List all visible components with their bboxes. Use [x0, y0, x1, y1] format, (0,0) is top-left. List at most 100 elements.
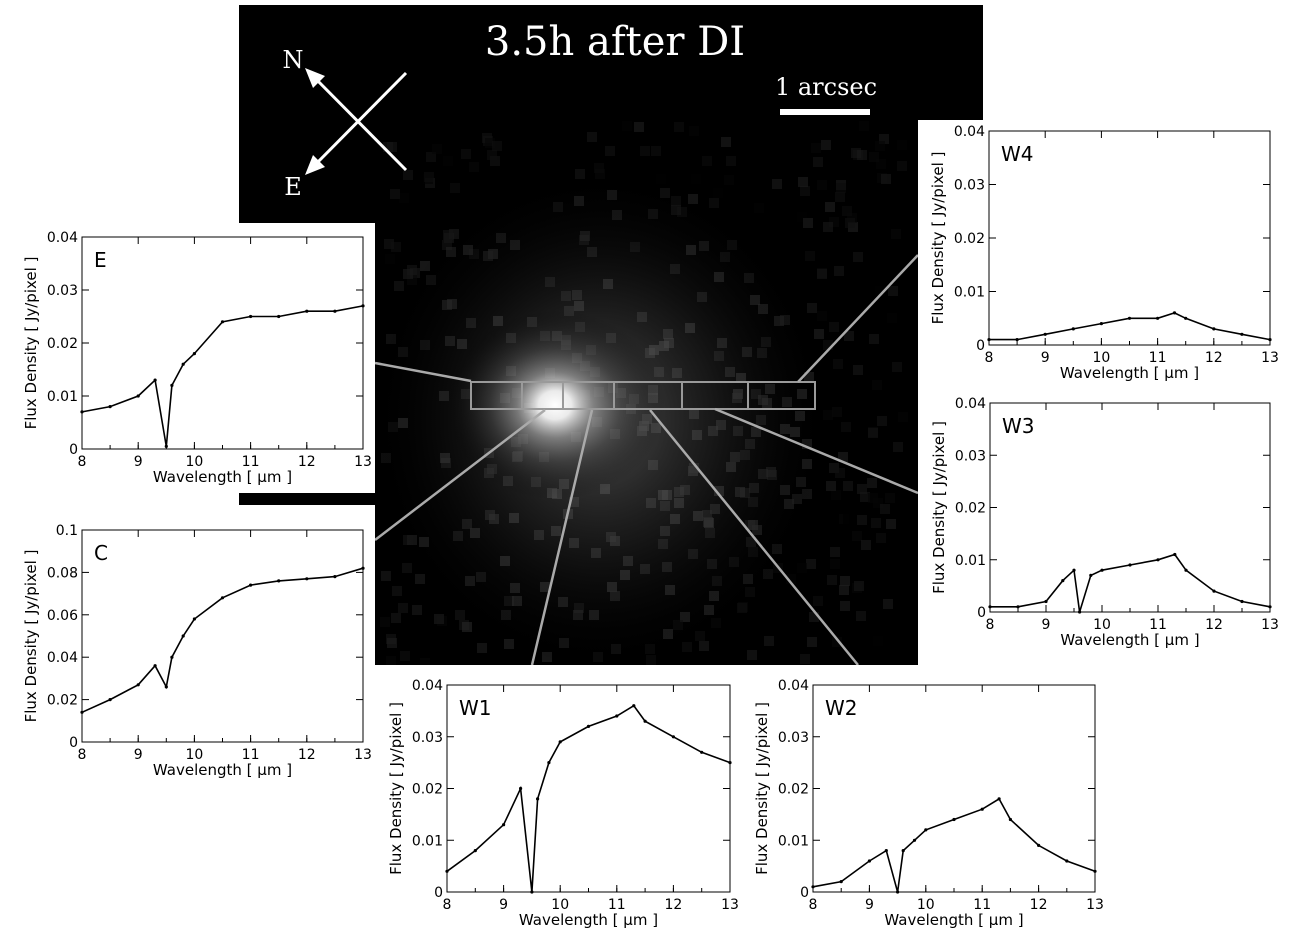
- spectrum-point: [924, 828, 928, 832]
- noise-pixel: [807, 303, 817, 313]
- y-tick-label: 0.01: [778, 833, 809, 849]
- noise-pixel: [883, 599, 893, 609]
- spectrum-point: [220, 320, 225, 324]
- y-tick-label: 0: [800, 885, 809, 901]
- x-tick-label: 9: [865, 897, 874, 913]
- x-tick-label: 11: [242, 454, 260, 470]
- noise-pixel: [754, 203, 764, 213]
- noise-pixel: [622, 121, 632, 131]
- noise-pixel: [838, 452, 848, 462]
- noise-pixel: [830, 547, 840, 557]
- x-tick-label: 8: [809, 897, 818, 913]
- noise-pixel: [477, 643, 487, 653]
- noise-pixel: [898, 412, 908, 422]
- spectrum-point: [1065, 859, 1069, 863]
- spectrum-point: [1128, 563, 1132, 567]
- panel-background: [0, 505, 375, 785]
- spectrum-panel-c: 8 9 10 11 12 13 0 0.02 0.04 0.06 0.08 0.1 Wavelength…: [0, 505, 375, 785]
- x-tick-label: 12: [1205, 350, 1223, 366]
- spectrum-point: [192, 352, 196, 356]
- noise-pixel: [851, 148, 861, 158]
- noise-pixel: [724, 175, 734, 185]
- spectrum-point: [586, 724, 591, 729]
- noise-pixel: [857, 150, 867, 160]
- noise-pixel: [392, 586, 402, 596]
- spectrum-point: [153, 664, 157, 668]
- y-tick-label: 0.01: [412, 833, 443, 849]
- noise-pixel: [726, 156, 736, 166]
- x-tick-label: 13: [1261, 350, 1279, 366]
- y-tick-label: 0: [977, 605, 986, 621]
- spectrum-point: [1099, 322, 1103, 326]
- y-axis-label: Flux Density [ Jy/pixel ]: [387, 702, 405, 875]
- noise-pixel: [702, 156, 712, 166]
- noise-pixel: [835, 192, 845, 202]
- spectrum-point: [1078, 610, 1082, 614]
- x-tick-label: 9: [134, 747, 143, 763]
- noise-pixel: [859, 121, 869, 131]
- x-axis-label: Wavelength [ μm ]: [153, 468, 292, 486]
- x-tick-label: 13: [721, 897, 739, 913]
- spectrum-point: [1156, 316, 1160, 320]
- leader-line-w2: [649, 409, 859, 666]
- spectrum-point: [108, 405, 112, 409]
- noise-pixel: [897, 140, 907, 150]
- noise-pixel: [747, 650, 757, 660]
- noise-pixel: [721, 137, 731, 147]
- x-tick-label: 10: [1093, 617, 1111, 633]
- noise-pixel: [651, 146, 661, 156]
- spectrum-point: [632, 704, 636, 708]
- panel-background: [745, 665, 1105, 935]
- panel-label: C: [94, 541, 108, 565]
- noise-pixel: [868, 428, 878, 438]
- x-tick-label: 9: [1041, 350, 1050, 366]
- noise-pixel: [399, 193, 409, 203]
- noise-pixel: [814, 329, 824, 339]
- y-tick-label: 0.04: [954, 124, 985, 140]
- spectrum-point: [473, 849, 477, 853]
- noise-pixel: [420, 658, 430, 668]
- noise-pixel: [840, 601, 850, 611]
- spectrum-point: [643, 719, 647, 723]
- noise-pixel: [490, 156, 500, 166]
- noise-pixel: [843, 514, 853, 524]
- spectrum-point: [80, 410, 84, 414]
- spectrum-point: [136, 394, 140, 398]
- noise-pixel: [469, 162, 479, 172]
- panel-label: W4: [1001, 142, 1034, 166]
- spectrum-point: [361, 566, 365, 570]
- y-tick-label: 0: [976, 338, 985, 354]
- x-tick-label: 8: [443, 897, 452, 913]
- noise-pixel: [873, 636, 883, 646]
- noise-pixel: [885, 493, 895, 503]
- noise-pixel: [829, 217, 839, 227]
- noise-pixel: [634, 122, 644, 132]
- noise-pixel: [852, 531, 862, 541]
- noise-pixel: [832, 637, 842, 647]
- noise-pixel: [891, 229, 901, 239]
- spectrum-point: [1212, 589, 1216, 593]
- x-tick-label: 10: [917, 897, 935, 913]
- spectrum-point: [192, 617, 196, 621]
- y-tick-label: 0: [69, 735, 78, 751]
- spectrum-point: [164, 685, 168, 689]
- spectrum-point: [519, 786, 523, 791]
- spectrum-point: [1089, 573, 1093, 578]
- panel-label: W1: [459, 696, 492, 720]
- x-tick-label: 8: [78, 454, 87, 470]
- spectrum-point: [1061, 579, 1065, 583]
- y-tick-label: 0.04: [47, 650, 78, 666]
- noise-pixel: [390, 189, 400, 199]
- noise-pixel: [415, 574, 425, 584]
- noise-pixel: [412, 605, 422, 615]
- spectrum-point: [997, 797, 1001, 801]
- spectrum-point: [333, 575, 337, 579]
- noise-pixel: [857, 515, 867, 525]
- noise-pixel: [833, 359, 843, 369]
- leader-line-w3: [714, 407, 919, 495]
- noise-pixel: [830, 559, 840, 569]
- noise-pixel: [385, 254, 395, 264]
- x-tick-label: 9: [1042, 617, 1051, 633]
- spectrum-point: [277, 579, 281, 583]
- noise-pixel: [386, 656, 396, 666]
